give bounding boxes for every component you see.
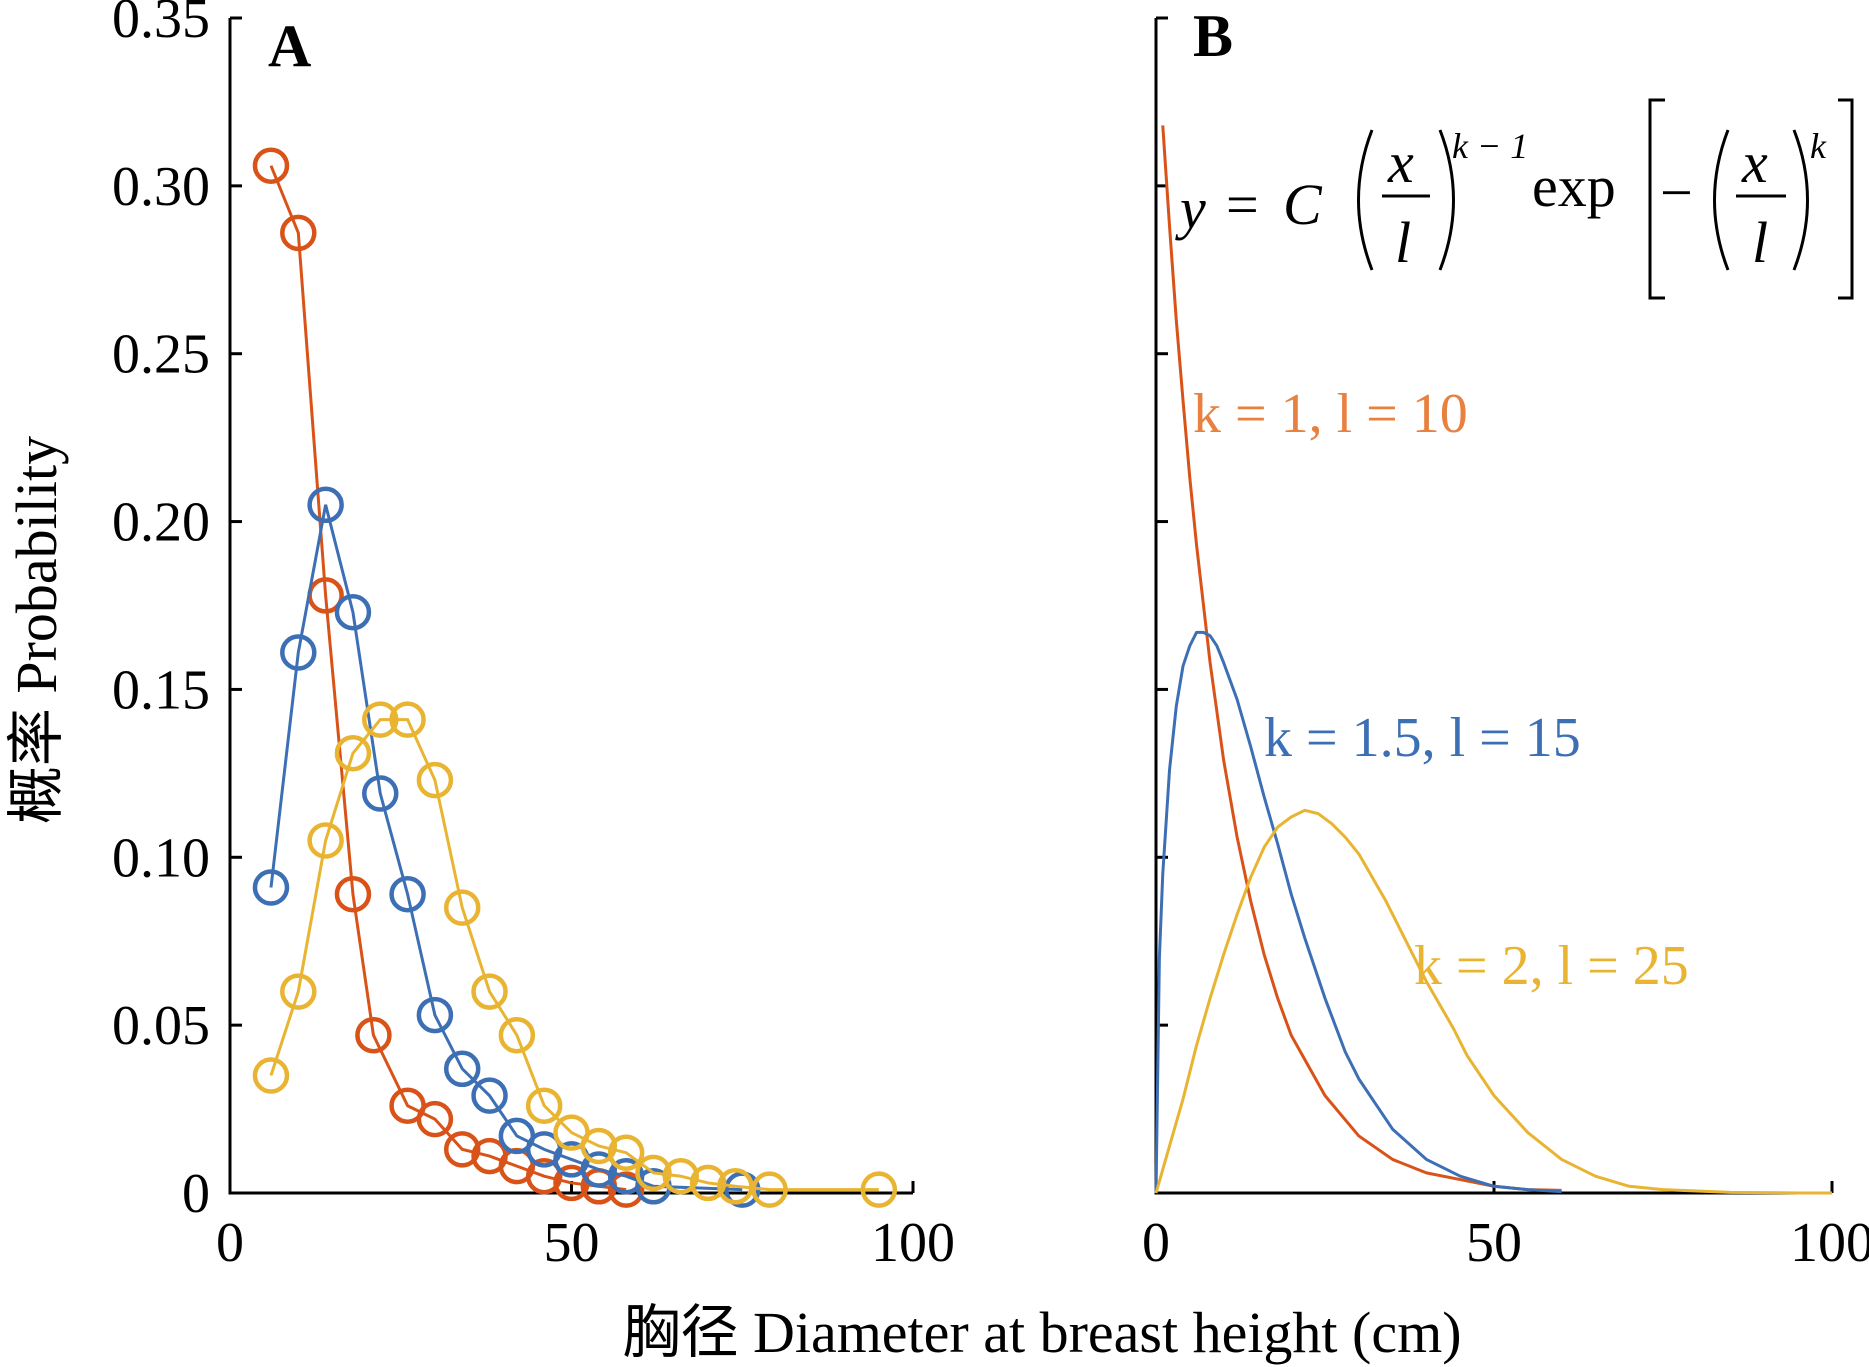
x-tick-label: 50 — [544, 1212, 600, 1274]
data-point — [635, 1154, 672, 1192]
data-point — [416, 1100, 454, 1138]
panel-b-y-ticks — [1156, 16, 1168, 1195]
series-line — [269, 165, 627, 1192]
curve-label-k1-l10: k = 1, l = 10 — [1193, 383, 1468, 445]
weibull-curve-orange — [1161, 125, 1562, 1192]
formula-exp: exp — [1532, 154, 1616, 219]
data-point — [416, 996, 454, 1034]
data-point — [307, 486, 344, 524]
data-point — [355, 1016, 392, 1054]
formula-paren-right-2 — [1792, 129, 1809, 271]
data-point — [389, 701, 426, 738]
panel-a-label: A — [268, 13, 311, 79]
formula-c: C — [1283, 172, 1323, 237]
y-tick-label: 0.10 — [112, 827, 210, 889]
formula-equals: = — [1226, 172, 1259, 237]
data-point — [362, 701, 399, 738]
y-tick-label: 0.25 — [112, 324, 210, 386]
panel-b-x-ticks: 0 50 100 — [1142, 1181, 1869, 1274]
data-point — [362, 775, 399, 812]
data-point — [252, 869, 290, 906]
formula-l-1: l — [1395, 210, 1411, 275]
panel-b-series — [1154, 125, 1832, 1195]
data-point — [751, 1171, 788, 1208]
data-point — [389, 875, 426, 913]
data-point — [607, 1171, 645, 1208]
data-point — [860, 1171, 898, 1208]
formula-x-2: x — [1741, 130, 1768, 195]
panel-a-axes — [228, 18, 913, 1195]
formula-paren-left-1 — [1357, 129, 1374, 271]
data-point — [580, 1151, 618, 1188]
y-tick-label: 0.20 — [112, 492, 210, 554]
data-point — [334, 593, 372, 631]
data-point — [662, 1157, 700, 1195]
data-point — [443, 1131, 481, 1168]
panel-a-series — [252, 147, 898, 1208]
data-point — [334, 875, 372, 913]
data-point — [307, 822, 344, 859]
y-axis-title: 概率 Probability — [4, 436, 69, 824]
panel-a: 0 0.05 0.10 0.15 0.20 0.25 0.30 0.35 0 50 100 A — [112, 0, 955, 1274]
data-point — [252, 147, 290, 184]
data-point — [280, 214, 317, 252]
data-point — [525, 1087, 563, 1124]
formula-y: y — [1175, 176, 1206, 241]
data-point — [498, 1016, 536, 1054]
data-point — [280, 973, 317, 1010]
x-tick-label: 0 — [216, 1212, 244, 1274]
x-tick-label: 0 — [1142, 1212, 1170, 1274]
data-point — [443, 889, 481, 926]
data-point — [717, 1168, 754, 1205]
formula-bracket-right — [1838, 98, 1854, 300]
x-tick-label: 50 — [1466, 1212, 1522, 1274]
y-tick-label: 0.30 — [112, 156, 210, 218]
weibull-formula: y = C x l k − 1 exp − x l k — [1175, 98, 1854, 300]
data-point — [416, 761, 454, 799]
formula-minus: − — [1660, 160, 1693, 225]
series-blue — [252, 486, 761, 1208]
data-point — [689, 1164, 727, 1202]
y-tick-label: 0 — [182, 1163, 210, 1225]
panel-b-label: B — [1193, 3, 1233, 69]
formula-paren-right-1 — [1438, 129, 1455, 271]
series-yellow — [252, 701, 898, 1208]
formula-exponent-2: k — [1810, 126, 1827, 166]
panel-a-y-ticks: 0 0.05 0.10 0.15 0.20 0.25 0.30 0.35 — [112, 0, 242, 1225]
data-point — [471, 1077, 508, 1114]
data-point — [280, 634, 317, 671]
formula-bracket-left — [1648, 98, 1665, 300]
x-axis-title: 胸径 Diameter at breast height (cm) — [622, 1300, 1461, 1365]
data-point — [252, 1057, 290, 1094]
series-orange — [252, 147, 645, 1208]
curve-label-k2-l25: k = 2, l = 25 — [1414, 935, 1689, 997]
x-tick-label: 100 — [871, 1212, 955, 1274]
y-tick-label: 0.35 — [112, 0, 210, 50]
panel-a-x-ticks: 0 50 100 — [216, 1181, 955, 1274]
data-point — [580, 1127, 618, 1165]
formula-l-2: l — [1752, 210, 1768, 275]
data-point — [525, 1157, 563, 1195]
panel-b: 0 50 100 B y = C x l k − 1 exp − x l k k =… — [1142, 3, 1869, 1274]
data-point — [471, 973, 508, 1010]
y-tick-label: 0.15 — [112, 659, 210, 721]
data-point — [334, 734, 372, 772]
y-tick-label: 0.05 — [112, 995, 210, 1057]
formula-x-1: x — [1387, 130, 1414, 195]
series-line — [269, 718, 879, 1192]
curve-label-k1.5-l15: k = 1.5, l = 15 — [1264, 707, 1581, 769]
data-point — [443, 1050, 481, 1088]
weibull-curve-yellow — [1154, 808, 1832, 1195]
formula-paren-left-2 — [1713, 129, 1730, 271]
x-tick-label: 100 — [1790, 1212, 1869, 1274]
data-point — [607, 1134, 645, 1171]
weibull-curve-blue — [1154, 630, 1562, 1194]
formula-exponent-1: k − 1 — [1452, 126, 1528, 166]
